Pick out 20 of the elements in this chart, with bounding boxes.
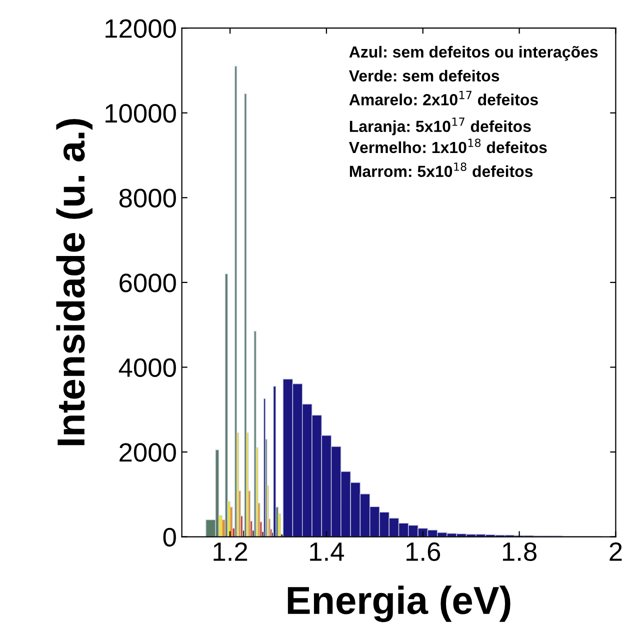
annotation: Verde: sem defeitos xyxy=(348,70,500,82)
x-tick-label: 1.8 xyxy=(502,542,536,562)
annotation: Vermelho: 1x10$^{18}$ defeitos xyxy=(348,138,547,154)
annotation: Amarelo: 2x10$^{17}$ defeitos xyxy=(349,90,538,106)
x-tick-label: 1.6 xyxy=(406,542,440,562)
y-tick-label: 6000 xyxy=(120,274,176,292)
annotation: Laranja: 5x10$^{17}$ defeitos xyxy=(350,118,531,136)
x-tick-label: 1.2 xyxy=(214,542,248,561)
y-tick-label: 0 xyxy=(163,528,176,547)
annotation: Marrom: 5x10$^{18}$ defeitos xyxy=(350,162,533,178)
y-tick-label: 12000 xyxy=(106,19,176,38)
x-tick-label: 2 xyxy=(610,542,622,561)
y-tick-label: 2000 xyxy=(120,443,176,462)
y-tick-label: 8000 xyxy=(119,188,176,208)
x-tick-label: 1.4 xyxy=(310,542,344,561)
y-axis-title: Intensidade (u. a.) xyxy=(56,119,92,446)
annotation: Azul: sem defeitos ou interações xyxy=(349,46,598,61)
x-axis-title: Energia (eV) xyxy=(288,586,510,622)
y-tick-label: 10000 xyxy=(106,104,176,123)
y-tick-label: 4000 xyxy=(118,358,176,378)
